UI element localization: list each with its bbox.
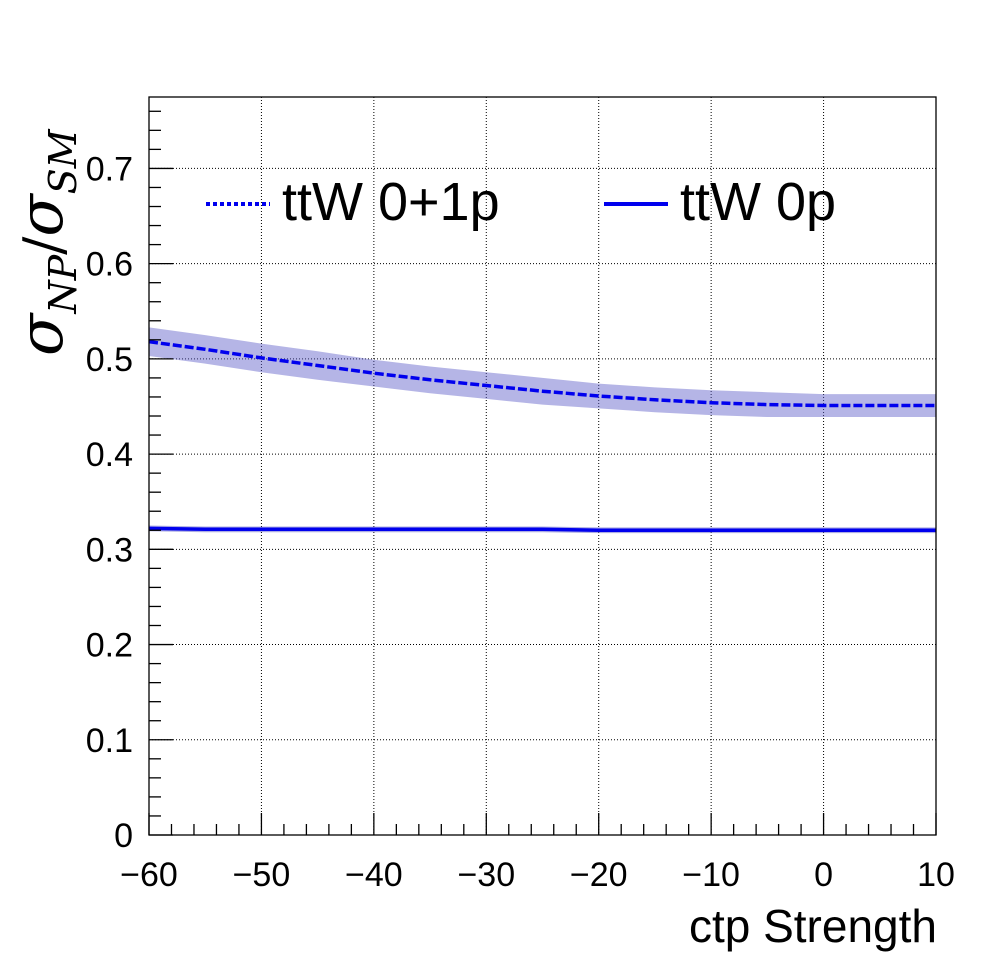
y-axis-title: σNP/σSM [4,128,85,356]
grid [149,97,936,835]
x-tick-label: −10 [682,856,740,894]
y-tick-label: 0.3 [86,531,133,569]
y-axis-sigma-sm: σ [4,193,77,237]
y-axis-sub-sm: SM [41,128,85,194]
legend-label-ttw-0p: ttW 0p [680,172,836,232]
y-tick-labels: 0 0.1 0.2 0.3 0.4 0.5 0.6 0.7 [86,150,133,855]
x-tick-label: 0 [814,856,833,894]
legend: ttW 0+1p ttW 0p [206,172,836,232]
x-tick-label: 10 [917,856,955,894]
y-tick-label: 0 [114,817,133,855]
y-tick-label: 0.2 [86,627,133,665]
uncertainty-band [149,327,936,417]
x-tick-label: −50 [233,856,291,894]
x-tick-labels: −60 −50 −40 −30 −20 −10 0 10 [120,856,955,894]
axis-ticks [148,110,937,836]
x-tick-label: −60 [120,856,178,894]
y-tick-label: 0.6 [86,246,133,284]
y-tick-label: 0.1 [86,722,133,760]
series-line [148,526,936,533]
y-axis-slash: / [12,236,75,255]
y-axis-sub-np: NP [41,253,85,314]
series-lines [148,339,936,533]
y-tick-label: 0.4 [86,436,133,474]
x-axis-title: ctp Strength [689,900,937,952]
x-tick-label: −20 [570,856,628,894]
x-tick-label: −40 [345,856,403,894]
series-line [148,339,936,408]
y-tick-label: 0.7 [86,150,133,188]
y-axis-sigma-np: σ [4,312,77,356]
y-tick-label: 0.5 [86,341,133,379]
legend-label-ttw-0plus1p: ttW 0+1p [282,172,500,232]
plot-frame [148,96,937,836]
x-tick-label: −30 [457,856,515,894]
